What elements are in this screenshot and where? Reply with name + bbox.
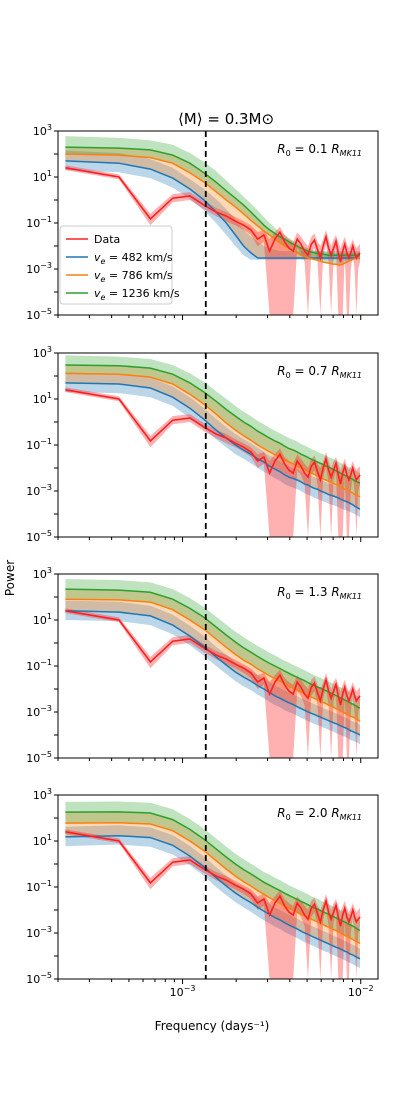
panel-annotation: R0 = 1.3 RMK11 [277,585,362,601]
band-v-e-1236-km-s [65,355,361,497]
panels: 10−5 10−3 10−1 101 103 R0 = 0.1 RMK11 Data ve =… [26,123,379,999]
y-tick-label: 10−5 [26,971,52,986]
y-tick-label: 10−3 [26,261,52,276]
band-v-e-482-km-s [65,372,361,518]
y-tick-label: 103 [33,123,52,138]
band-v-e-786-km-s [65,365,361,510]
line-v-e-482-km-s [65,834,361,960]
band-v-e-482-km-s [65,600,361,745]
legend-label: ve = 786 km/s [94,269,173,284]
plot-area [65,579,361,758]
plot-area [65,801,361,979]
y-tick-label: 10−3 [26,704,52,719]
line-v-e-1236-km-s [65,146,360,256]
figure-title: ⟨M⟩ = 0.3M⊙ [178,110,274,128]
band-v-e-482-km-s [65,825,361,968]
y-tick-label: 103 [33,345,52,360]
y-axis-label: Power [3,560,17,596]
line-v-e-786-km-s [65,598,361,722]
x-tick-label: 10−2 [348,984,374,999]
y-tick-label: 10−3 [26,483,52,498]
y-tick-label: 10−5 [26,529,52,544]
plot-area [65,355,361,537]
y-tick-label: 101 [33,169,52,184]
x-tick-label: 10−3 [170,984,196,999]
legend-box [59,225,173,305]
line-data [65,610,361,706]
band-v-e-482-km-s [65,150,361,260]
panel-annotation: R0 = 0.7 RMK11 [277,364,362,380]
line-v-e-1236-km-s [65,588,361,709]
line-data [65,389,361,485]
y-tick-label: 101 [33,612,52,627]
y-tick-label: 10−1 [26,215,52,230]
y-tick-label: 101 [33,391,52,406]
y-tick-label: 103 [33,566,52,581]
y-tick-label: 103 [33,787,52,802]
y-tick-label: 101 [33,833,52,848]
y-tick-label: 10−1 [26,879,52,894]
line-v-e-1236-km-s [65,811,361,932]
y-tick-label: 10−3 [26,925,52,940]
legend: Data ve = 482 km/s ve = 786 km/s ve = 1236 … [59,225,180,305]
panel-annotation: R0 = 2.0 RMK11 [277,806,362,822]
line-data [65,831,361,927]
line-v-e-786-km-s [65,153,360,266]
band-v-e-1236-km-s [65,579,361,722]
panel-2: 10−5 10−3 10−1 101 103 R0 = 0.7 RMK11 [26,345,379,544]
plot-area [65,136,361,315]
line-v-e-1236-km-s [65,364,361,484]
y-tick-label: 10−1 [26,437,52,452]
panel-3: 10−5 10−3 10−1 101 103 R0 = 1.3 RMK11 [26,566,379,765]
line-v-e-482-km-s [65,610,361,736]
panel-4: 10−5 10−3 10−1 101 103 10−3 10−2 R0 = 2.0 RMK11 [26,787,379,999]
legend-label: ve = 482 km/s [94,251,173,266]
band-v-e-786-km-s [65,811,361,959]
band-v-e-786-km-s [65,589,361,735]
y-tick-label: 10−5 [26,750,52,765]
panel-annotation: R0 = 0.1 RMK11 [277,142,362,158]
panel-1: 10−5 10−3 10−1 101 103 R0 = 0.1 RMK11 Data ve =… [26,123,379,322]
line-data [65,167,361,263]
legend-label: ve = 1236 km/s [94,287,180,302]
x-axis-label: Frequency (days⁻¹) [155,1019,270,1033]
line-v-e-786-km-s [65,372,361,498]
legend-label: Data [94,233,120,246]
band-v-e-1236-km-s [65,136,361,265]
band-v-e-1236-km-s [65,801,361,944]
y-tick-label: 10−5 [26,307,52,322]
band-v-e-786-km-s [65,147,361,258]
y-tick-label: 10−1 [26,658,52,673]
